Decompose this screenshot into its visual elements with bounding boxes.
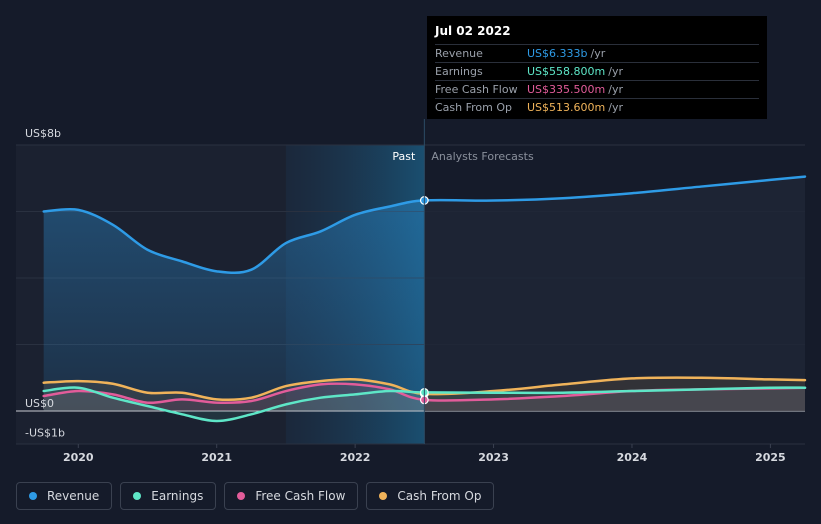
free-cash-flow-dot-icon	[237, 492, 246, 500]
legend-item-revenue[interactable]: Revenue	[16, 482, 113, 510]
tooltip-row-revenue: Revenue US$6.333b /yr	[435, 44, 759, 62]
revenue-area-forecast	[424, 176, 805, 411]
tooltip: Jul 02 2022 Revenue US$6.333b /yr Earnin…	[427, 16, 767, 119]
tooltip-row-earnings: Earnings US$558.800m /yr	[435, 62, 759, 80]
y-tick-label: -US$1b	[25, 426, 65, 439]
y-tick-label: US$8b	[25, 127, 61, 140]
legend: Revenue Earnings Free Cash Flow Cash Fro…	[16, 482, 495, 510]
past-label: Past	[392, 150, 416, 163]
legend-item-free-cash-flow[interactable]: Free Cash Flow	[224, 482, 359, 510]
tooltip-unit: /yr	[608, 65, 623, 78]
tooltip-unit: /yr	[608, 83, 623, 96]
x-tick-label: 2025	[755, 451, 786, 464]
legend-item-earnings[interactable]: Earnings	[120, 482, 217, 510]
revenue-area-past	[43, 200, 425, 411]
x-tick-label: 2020	[63, 451, 94, 464]
tooltip-unit: /yr	[590, 47, 606, 60]
x-tick-label: 2022	[340, 451, 371, 464]
x-tick-label: 2021	[201, 451, 232, 464]
x-tick-label: 2023	[478, 451, 509, 464]
earnings-line	[42, 386, 807, 423]
legend-label: Cash From Op	[397, 489, 482, 503]
series-markers	[419, 196, 429, 405]
x-tick-label: 2024	[617, 451, 648, 464]
tooltip-value: US$335.500m	[527, 83, 606, 96]
tooltip-label: Earnings	[435, 65, 483, 78]
legend-item-cash-from-op[interactable]: Cash From Op	[366, 482, 495, 510]
cash-from-op-line	[42, 376, 807, 402]
revenue-line	[42, 175, 807, 275]
tooltip-label: Free Cash Flow	[435, 83, 518, 96]
tooltip-value: US$513.600m	[527, 101, 606, 114]
y-axis-ticks: US$8b US$0 -US$1b	[25, 127, 65, 439]
legend-label: Revenue	[47, 489, 100, 503]
legend-label: Earnings	[151, 489, 204, 503]
free-cash-flow-area	[43, 383, 806, 411]
forecast-label: Analysts Forecasts	[431, 150, 534, 163]
tooltip-date: Jul 02 2022	[435, 24, 511, 38]
tooltip-value: US$6.333b	[527, 47, 588, 60]
tooltip-value: US$558.800m	[527, 65, 606, 78]
tooltip-row-cash-from-op: Cash From Op US$513.600m /yr	[435, 98, 759, 116]
tooltip-row-free-cash-flow: Free Cash Flow US$335.500m /yr	[435, 80, 759, 98]
earnings-dot-icon	[133, 492, 142, 500]
tooltip-label: Cash From Op	[435, 101, 513, 114]
tooltip-label: Revenue	[435, 47, 483, 60]
x-axis-ticks: 2020 2021 2022 2023 2024 2025	[63, 444, 786, 464]
legend-label: Free Cash Flow	[255, 489, 346, 503]
revenue-dot-icon	[29, 492, 37, 500]
y-tick-label: US$0	[25, 397, 54, 410]
series-lines	[42, 175, 807, 423]
cash-from-op-dot-icon	[379, 492, 388, 500]
tooltip-unit: /yr	[608, 101, 623, 114]
